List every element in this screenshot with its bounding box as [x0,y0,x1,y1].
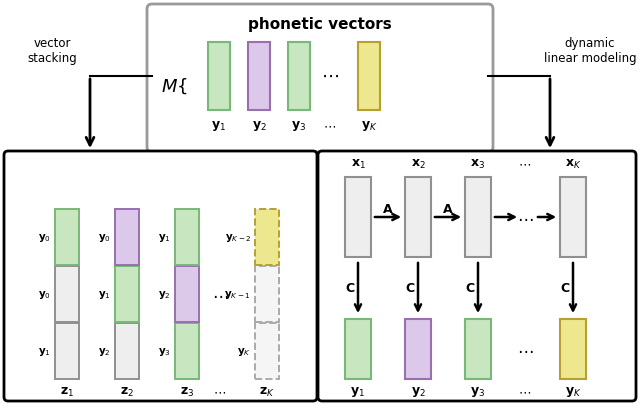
Text: $\mathbf{z}_1$: $\mathbf{z}_1$ [60,384,74,398]
Bar [55,323,79,379]
Bar [55,266,79,322]
Text: $\mathbf{y}_1$: $\mathbf{y}_1$ [98,288,111,300]
Text: $\mathbf{y}_0$: $\mathbf{y}_0$ [38,231,51,243]
Text: $\mathbf{A}$: $\mathbf{A}$ [442,203,454,216]
Bar [288,43,310,111]
Bar [175,209,199,265]
FancyBboxPatch shape [147,5,493,153]
Text: phonetic vectors: phonetic vectors [248,17,392,32]
Bar [115,209,139,265]
Text: $\mathbf{x}_K$: $\mathbf{x}_K$ [564,157,581,170]
Text: $\mathbf{y}_2$: $\mathbf{y}_2$ [99,345,111,357]
Text: $\mathbf{C}$: $\mathbf{C}$ [344,282,355,295]
Text: $\mathbf{y}_1$: $\mathbf{y}_1$ [211,119,227,133]
FancyBboxPatch shape [318,151,636,401]
Bar [248,43,270,111]
Text: $\mathbf{y}_2$: $\mathbf{y}_2$ [410,384,426,398]
Text: $\mathbf{C}$: $\mathbf{C}$ [404,282,415,295]
Text: $\mathbf{y}_{K-2}$: $\mathbf{y}_{K-2}$ [225,231,251,243]
Bar [175,323,199,379]
Text: $\mathbf{y}_{K-1}$: $\mathbf{y}_{K-1}$ [225,288,251,300]
Text: $\mathbf{x}_3$: $\mathbf{x}_3$ [470,157,486,170]
Text: dynamic
linear modeling: dynamic linear modeling [544,37,636,65]
Text: $\mathbf{y}_2$: $\mathbf{y}_2$ [158,288,171,300]
Text: $\mathbf{y}_3$: $\mathbf{y}_3$ [158,345,171,357]
FancyBboxPatch shape [4,151,317,401]
Bar [208,43,230,111]
Bar [255,323,279,379]
Text: $\mathbf{A}$: $\mathbf{A}$ [382,203,394,216]
Text: $\mathbf{x}_1$: $\mathbf{x}_1$ [351,157,365,170]
Bar [175,266,199,322]
Text: $\cdots$: $\cdots$ [518,157,532,170]
Bar [405,177,431,257]
Text: $\cdots$: $\cdots$ [214,385,227,398]
Bar [560,177,586,257]
Text: $\mathbf{C}$: $\mathbf{C}$ [465,282,475,295]
Text: $\mathbf{C}$: $\mathbf{C}$ [559,282,570,295]
Text: $\mathbf{y}_0$: $\mathbf{y}_0$ [98,231,111,243]
Text: $\mathbf{z}_3$: $\mathbf{z}_3$ [180,384,194,398]
Text: $\cdots$: $\cdots$ [516,209,533,226]
Text: vector
stacking: vector stacking [27,37,77,65]
Bar [465,177,491,257]
Text: $M\{$: $M\{$ [161,76,188,96]
Bar [255,209,279,265]
Text: $\cdots$: $\cdots$ [518,385,532,398]
Text: $\mathbf{y}_1$: $\mathbf{y}_1$ [158,231,171,243]
Text: $\cdots$: $\cdots$ [212,285,228,303]
Bar [115,266,139,322]
Text: $\mathbf{z}_K$: $\mathbf{z}_K$ [259,384,275,398]
Text: $\mathbf{y}_1$: $\mathbf{y}_1$ [351,384,365,398]
Bar [55,209,79,265]
Text: $\mathbf{y}_2$: $\mathbf{y}_2$ [252,119,266,133]
Bar [465,319,491,379]
Bar [560,319,586,379]
Text: $\mathbf{x}_2$: $\mathbf{x}_2$ [411,157,426,170]
Text: $\mathbf{z}_2$: $\mathbf{z}_2$ [120,384,134,398]
Text: $\mathbf{y}_3$: $\mathbf{y}_3$ [291,119,307,133]
Bar [115,323,139,379]
Text: $\cdots$: $\cdots$ [516,340,533,358]
Bar [345,319,371,379]
Bar [405,319,431,379]
Text: $\mathbf{y}_K$: $\mathbf{y}_K$ [237,345,251,357]
Bar [358,43,380,111]
Text: $\mathbf{y}_1$: $\mathbf{y}_1$ [38,345,51,357]
Text: $\cdots$: $\cdots$ [321,67,339,85]
Text: $\mathbf{y}_K$: $\mathbf{y}_K$ [564,384,581,398]
Bar [255,266,279,322]
Bar [345,177,371,257]
Text: $\mathbf{y}_3$: $\mathbf{y}_3$ [470,384,486,398]
Text: $\cdots$: $\cdots$ [323,119,337,132]
Text: $\mathbf{y}_K$: $\mathbf{y}_K$ [361,119,378,133]
Text: $\mathbf{y}_0$: $\mathbf{y}_0$ [38,288,51,300]
